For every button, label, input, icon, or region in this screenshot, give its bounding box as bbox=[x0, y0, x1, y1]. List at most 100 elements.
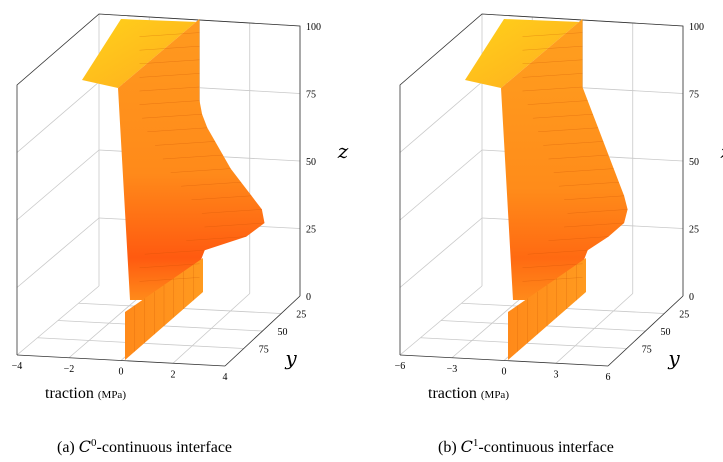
surface-top bbox=[465, 19, 583, 88]
mesh-line bbox=[139, 32, 200, 37]
surface bbox=[465, 19, 628, 360]
caption-b-symbol: C bbox=[460, 437, 473, 456]
mesh-line bbox=[144, 250, 205, 255]
z-tick-label: 0 bbox=[306, 292, 311, 303]
x-tick-label: 0 bbox=[502, 367, 507, 378]
mesh-line bbox=[558, 182, 619, 187]
mesh-line bbox=[139, 100, 200, 105]
mesh-line bbox=[162, 154, 223, 160]
mesh-line bbox=[139, 277, 200, 282]
traction-axis-line bbox=[399, 354, 609, 367]
z-tick-label: 100 bbox=[306, 22, 321, 33]
y-tick-label: 50 bbox=[661, 327, 671, 338]
mesh-line bbox=[139, 59, 200, 64]
x-axis-label: traction (MPa) bbox=[45, 385, 126, 402]
y-tick-label: 75 bbox=[259, 345, 269, 356]
x-tick-label: 4 bbox=[223, 372, 228, 383]
y-axis-label: y bbox=[284, 346, 297, 370]
mesh-line bbox=[139, 263, 200, 268]
mesh-line bbox=[522, 73, 583, 78]
mesh-line bbox=[543, 141, 604, 146]
z-tick-label: 100 bbox=[689, 22, 704, 33]
y-tick-label: 25 bbox=[679, 310, 689, 321]
z-tick-label: 25 bbox=[689, 225, 699, 236]
y-tick-label: 75 bbox=[642, 345, 652, 356]
mesh-line bbox=[522, 32, 583, 37]
caption-b: (b) C1-continuous interface bbox=[438, 437, 614, 457]
mesh-line bbox=[564, 195, 625, 200]
mesh-line bbox=[522, 59, 583, 64]
z-axis-label: z bbox=[720, 139, 723, 163]
mesh-line bbox=[553, 168, 614, 173]
mesh-line bbox=[538, 127, 599, 132]
x-tick-label: 3 bbox=[554, 369, 559, 380]
mesh-line bbox=[532, 114, 593, 119]
grid-line bbox=[399, 217, 483, 288]
surface-top bbox=[82, 19, 200, 88]
mesh-line bbox=[191, 195, 252, 200]
axes-box bbox=[399, 13, 684, 367]
z-tick-label: 50 bbox=[689, 157, 699, 168]
x-tick-label: 2 bbox=[171, 369, 176, 380]
mesh-line bbox=[567, 209, 628, 214]
mesh-line bbox=[142, 114, 203, 119]
surface-wall bbox=[501, 19, 628, 300]
mesh-line bbox=[204, 222, 265, 228]
grid-line bbox=[399, 81, 483, 153]
mesh-line bbox=[527, 100, 588, 105]
caption-a-prefix: (a) bbox=[57, 439, 79, 456]
y-axis-line bbox=[224, 295, 301, 367]
x-tick-label: −4 bbox=[12, 361, 23, 372]
z-tick-label: 75 bbox=[689, 90, 699, 101]
mesh-line bbox=[548, 236, 609, 241]
axis-frame bbox=[399, 13, 684, 355]
caption-a: (a) C0-continuous interface bbox=[57, 437, 232, 457]
mesh-line bbox=[181, 182, 242, 187]
caption-a-suffix: -continuous interface bbox=[96, 439, 233, 456]
surface-wall bbox=[118, 19, 265, 300]
surface bbox=[82, 19, 265, 360]
mesh-line bbox=[139, 86, 200, 92]
caption-a-sup: 0 bbox=[91, 437, 97, 449]
mesh-line bbox=[147, 127, 208, 132]
mesh-line bbox=[527, 250, 588, 255]
x-tick-label: −6 bbox=[395, 361, 406, 372]
mesh-line bbox=[522, 263, 583, 268]
grid-line bbox=[16, 81, 100, 153]
axes-box bbox=[16, 13, 301, 367]
mesh-line bbox=[522, 277, 583, 282]
mesh-line bbox=[186, 236, 247, 241]
y-tick-label: 25 bbox=[296, 310, 306, 321]
x-axis-label: traction (MPa) bbox=[428, 385, 509, 402]
mesh-line bbox=[522, 46, 583, 51]
z-tick-label: 0 bbox=[689, 292, 694, 303]
z-tick-label: 25 bbox=[306, 225, 316, 236]
mesh-line bbox=[170, 168, 231, 173]
mesh-line bbox=[155, 141, 216, 146]
z-tick-label: 75 bbox=[306, 90, 316, 101]
surface-mesh bbox=[134, 32, 265, 352]
y-axis-line bbox=[607, 295, 684, 367]
mesh-line bbox=[548, 154, 609, 160]
caption-b-prefix: (b) bbox=[438, 439, 461, 456]
mesh-line bbox=[139, 46, 200, 51]
surface-mesh bbox=[517, 32, 628, 352]
x-axis-label-text: traction bbox=[428, 385, 481, 402]
axis-frame bbox=[16, 13, 301, 355]
mesh-line bbox=[139, 73, 200, 78]
mesh-line bbox=[522, 86, 583, 92]
x-axis-label-text: traction bbox=[45, 385, 98, 402]
x-tick-label: −3 bbox=[447, 364, 458, 375]
traction-axis-line bbox=[16, 354, 226, 367]
y-axis-label: y bbox=[667, 346, 680, 370]
z-tick-label: 50 bbox=[306, 157, 316, 168]
x-axis-unit: (MPa) bbox=[481, 389, 509, 401]
grid-line bbox=[399, 149, 483, 221]
x-tick-label: 6 bbox=[606, 372, 611, 383]
caption-b-suffix: -continuous interface bbox=[478, 439, 614, 456]
caption-a-symbol: C bbox=[78, 437, 92, 456]
